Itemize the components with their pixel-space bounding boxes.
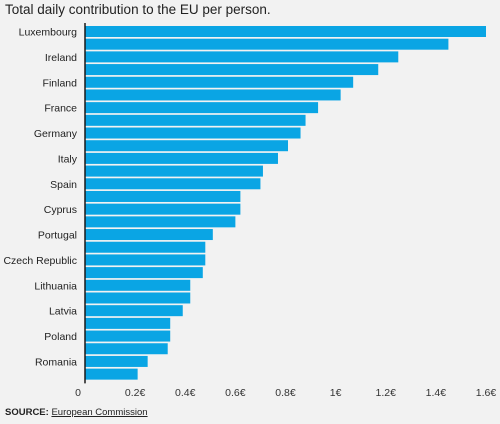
category-label: Portugal (38, 230, 77, 242)
bar (85, 368, 138, 380)
bar (85, 51, 399, 63)
bar (85, 216, 236, 228)
source-link[interactable]: European Commission (51, 407, 148, 418)
bar (85, 292, 191, 304)
category-label: Cyprus (44, 204, 77, 216)
bar (85, 26, 486, 37)
bar (85, 343, 168, 355)
category-label: Spain (50, 179, 77, 191)
x-tick-label: 0.4€ (175, 387, 196, 399)
bar (85, 254, 206, 266)
category-label: Lithuania (34, 280, 77, 292)
x-tick-label: 1€ (330, 387, 342, 399)
category-label: France (44, 103, 77, 115)
x-tick-label: 0.2€ (125, 387, 146, 399)
bar (85, 229, 213, 241)
bar (85, 203, 241, 215)
source-note: SOURCE: European Commission (5, 407, 148, 418)
category-label: Ireland (45, 52, 77, 64)
bar (85, 76, 354, 88)
bar (85, 190, 241, 202)
category-label: Germany (34, 128, 78, 140)
bar (85, 317, 171, 329)
bar (85, 178, 261, 190)
x-tick-label: 1.2€ (376, 387, 397, 399)
category-label: Luxembourg (19, 27, 78, 39)
bar (85, 165, 263, 177)
bar (85, 267, 203, 279)
category-label: Latvia (49, 306, 77, 318)
x-tick-label: 0.6€ (225, 387, 246, 399)
x-tick-label: 1.4€ (426, 387, 447, 399)
category-label: Finland (43, 77, 78, 89)
bar (85, 140, 289, 152)
category-label: Romania (35, 356, 77, 368)
bar (85, 305, 183, 317)
chart-title: Total daily contribution to the EU per p… (5, 2, 271, 17)
source-label: SOURCE: (5, 407, 49, 418)
bar (85, 102, 319, 114)
bar (85, 279, 191, 291)
bar (85, 89, 341, 101)
bar (85, 330, 171, 342)
bar (85, 114, 306, 126)
bar (85, 64, 379, 76)
x-tick-label: 1.6€ (476, 387, 497, 399)
category-label: Poland (44, 331, 77, 343)
bar (85, 152, 278, 164)
x-tick-label: 0.8€ (275, 387, 296, 399)
bar (85, 38, 449, 50)
category-label: Czech Republic (3, 255, 77, 267)
bar (85, 355, 148, 367)
bar (85, 127, 301, 139)
bar (85, 241, 206, 253)
category-label: Italy (58, 153, 78, 165)
x-tick-label: 0 (75, 387, 81, 399)
